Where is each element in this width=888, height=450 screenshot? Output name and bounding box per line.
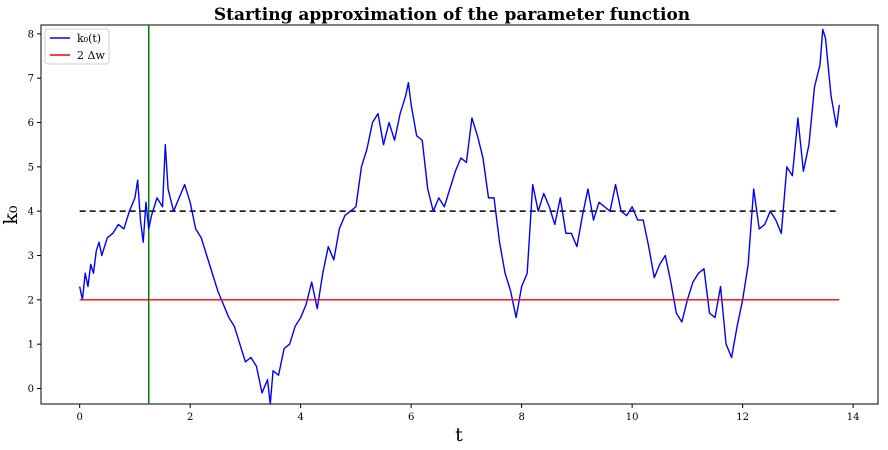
x-tick-label: 12 bbox=[736, 412, 749, 423]
y-axis: 0 1 2 3 4 5 6 7 8 bbox=[28, 29, 41, 395]
y-tick-label: 0 bbox=[28, 384, 34, 395]
legend-label-k0: k₀(t) bbox=[77, 32, 101, 45]
y-tick-label: 3 bbox=[28, 251, 34, 262]
y-tick-label: 1 bbox=[28, 340, 34, 351]
y-tick-label: 7 bbox=[28, 74, 34, 85]
y-tick-label: 2 bbox=[28, 295, 34, 306]
x-tick-label: 10 bbox=[626, 412, 639, 423]
y-tick-label: 6 bbox=[28, 118, 34, 129]
chart-title: Starting approximation of the parameter … bbox=[214, 5, 690, 25]
y-tick-label: 4 bbox=[28, 207, 34, 218]
x-axis: 0 2 4 6 8 10 12 14 bbox=[76, 404, 860, 423]
y-tick-label: 5 bbox=[28, 162, 34, 173]
x-tick-label: 8 bbox=[518, 412, 524, 423]
legend-label-2dw: 2 Δw bbox=[77, 49, 105, 62]
y-tick-label: 8 bbox=[28, 29, 34, 40]
reference-lines bbox=[79, 25, 840, 404]
x-tick-label: 6 bbox=[408, 412, 414, 423]
x-axis-label: t bbox=[455, 424, 463, 446]
x-tick-label: 14 bbox=[847, 412, 860, 423]
y-axis-label: k₀ bbox=[0, 205, 22, 225]
legend: k₀(t) 2 Δw bbox=[44, 28, 110, 65]
plot-frame bbox=[40, 24, 879, 405]
series-line-k0 bbox=[78, 28, 841, 405]
x-tick-label: 0 bbox=[76, 412, 82, 423]
x-tick-label: 2 bbox=[187, 412, 193, 423]
series-lines bbox=[78, 28, 841, 405]
x-tick-label: 4 bbox=[297, 412, 303, 423]
